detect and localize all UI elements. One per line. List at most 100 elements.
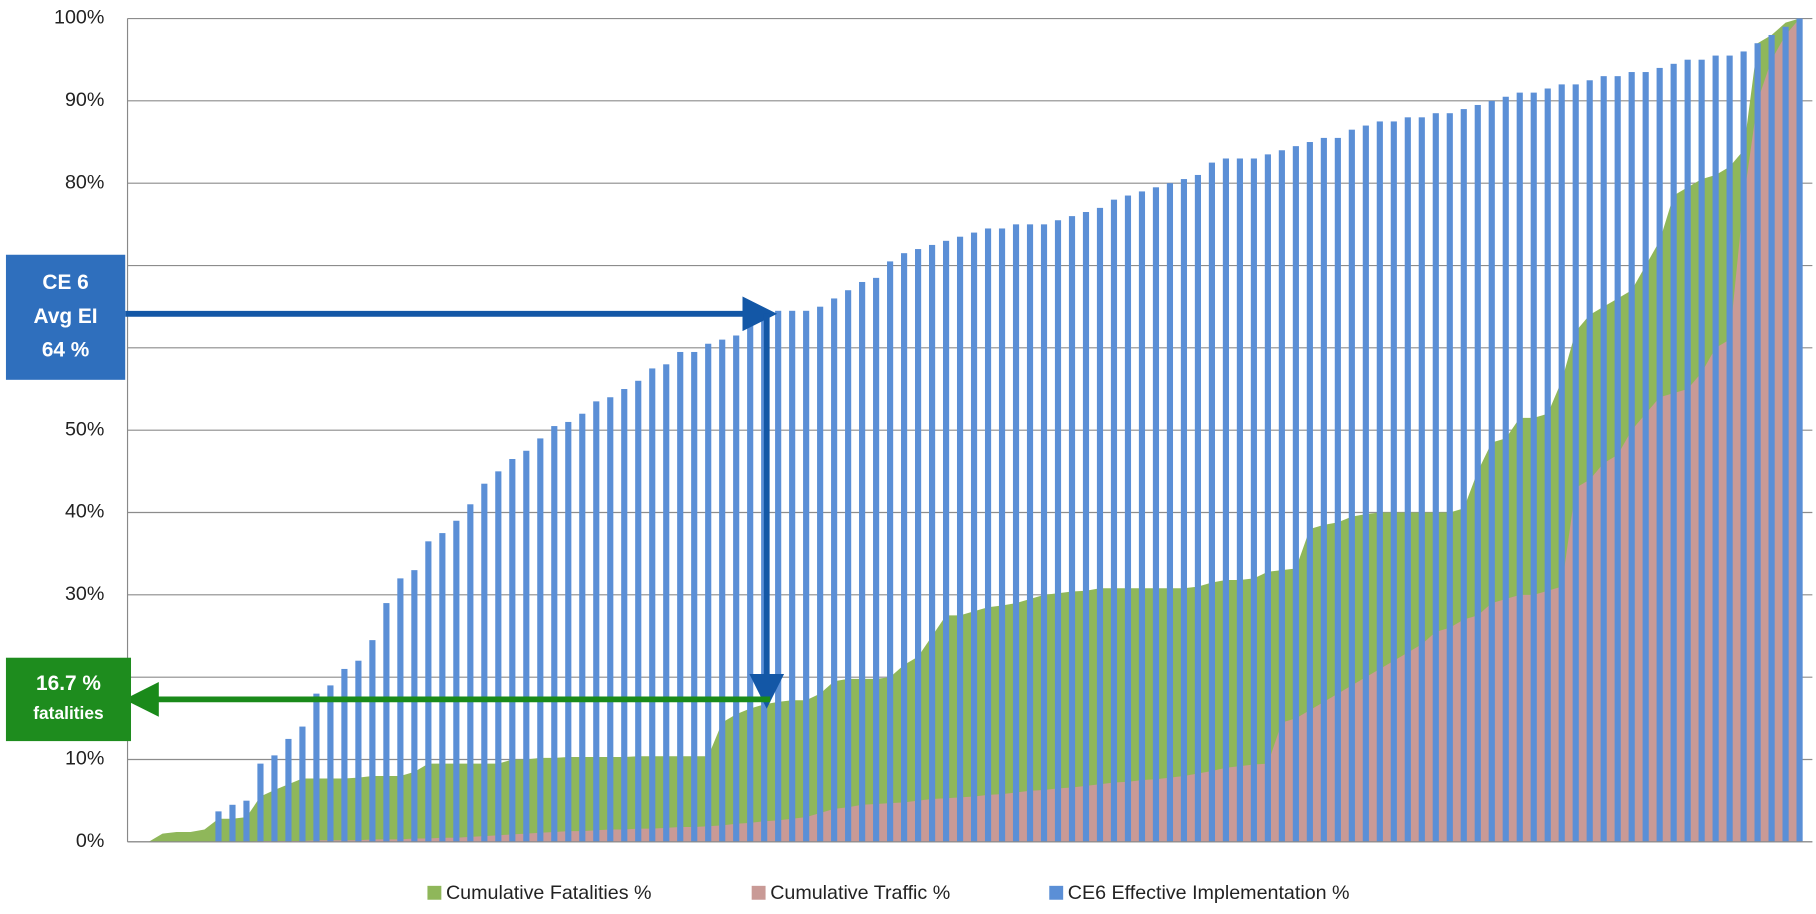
bar xyxy=(1222,158,1229,842)
bar xyxy=(327,685,334,842)
bar xyxy=(509,458,516,842)
bar xyxy=(1376,121,1383,842)
bar xyxy=(663,364,670,842)
bar xyxy=(495,471,502,842)
annotation-text: 64 % xyxy=(42,338,89,361)
legend-label: Cumulative Traffic % xyxy=(770,882,950,904)
bar xyxy=(1320,137,1327,842)
bar xyxy=(551,426,558,842)
annotation-text: CE 6 xyxy=(42,271,88,294)
y-tick-label: 0% xyxy=(76,830,104,852)
bar xyxy=(956,236,964,842)
bar xyxy=(705,343,712,842)
bar xyxy=(873,277,880,842)
bar xyxy=(1208,162,1215,842)
bar xyxy=(1502,96,1509,842)
bar xyxy=(1642,72,1649,842)
bar xyxy=(677,351,684,842)
bar xyxy=(1572,84,1579,842)
bar xyxy=(831,298,838,842)
bar xyxy=(859,281,866,842)
bar xyxy=(775,310,782,842)
annotation-text: fatalities xyxy=(33,703,103,723)
bar xyxy=(1432,113,1439,842)
bar xyxy=(1614,76,1621,842)
bar xyxy=(1110,199,1118,842)
bar xyxy=(733,335,740,842)
bar xyxy=(313,693,320,842)
bar xyxy=(1348,129,1355,842)
bar xyxy=(1362,125,1369,842)
bar xyxy=(299,726,306,842)
bar xyxy=(1516,92,1523,842)
annotations: CE 6 Avg EI 64 % 16.7 % fatalities xyxy=(5,254,785,742)
bar xyxy=(271,755,278,842)
bar xyxy=(439,533,446,842)
bar xyxy=(1418,117,1425,842)
annotation-text: 16.7 % xyxy=(36,672,101,695)
bar xyxy=(915,249,922,842)
bar xyxy=(1138,191,1146,842)
bar xyxy=(481,483,488,842)
bar xyxy=(1026,224,1034,842)
y-tick-label: 80% xyxy=(65,171,104,193)
bar xyxy=(397,578,404,842)
bar xyxy=(1698,59,1705,842)
bar xyxy=(607,397,614,842)
bar xyxy=(1460,109,1467,842)
bar xyxy=(229,804,236,842)
bar xyxy=(845,290,852,842)
plot-area xyxy=(127,18,1813,843)
bar xyxy=(565,421,572,842)
bar xyxy=(1068,216,1076,842)
y-tick-label: 90% xyxy=(65,89,104,111)
bar xyxy=(635,380,642,842)
bar xyxy=(1670,63,1677,842)
bar xyxy=(453,520,460,842)
bar xyxy=(523,450,530,842)
bar xyxy=(1096,207,1104,842)
bar xyxy=(1656,67,1663,842)
bar xyxy=(747,323,754,842)
bar xyxy=(887,261,894,842)
bar xyxy=(901,253,908,842)
bar xyxy=(1558,84,1565,842)
bar xyxy=(942,240,950,842)
bar xyxy=(1250,158,1257,842)
bar xyxy=(341,668,348,842)
bar xyxy=(1684,59,1691,842)
bar xyxy=(1054,220,1062,842)
legend: Cumulative Fatalities % Cumulative Traffi… xyxy=(427,882,1350,904)
bar xyxy=(691,351,698,842)
bar xyxy=(1292,146,1299,842)
bar xyxy=(1306,142,1313,842)
bar xyxy=(1530,92,1537,842)
bar xyxy=(1446,113,1453,842)
bar xyxy=(1166,183,1174,842)
bar xyxy=(1754,43,1761,842)
annotation-text: Avg EI xyxy=(34,305,98,328)
legend-swatch xyxy=(427,885,442,900)
bar xyxy=(970,232,978,842)
bar xyxy=(285,738,292,842)
bar xyxy=(411,570,418,842)
bar xyxy=(1264,154,1271,842)
bar xyxy=(1740,51,1747,842)
y-tick-label: 10% xyxy=(65,748,104,770)
bar xyxy=(1152,187,1160,842)
bar xyxy=(593,401,600,842)
bar xyxy=(649,368,656,842)
bar xyxy=(243,800,250,842)
bar xyxy=(1488,100,1495,842)
bar xyxy=(1544,88,1551,842)
bar xyxy=(1474,104,1481,842)
bar xyxy=(1082,212,1090,842)
bar xyxy=(369,640,376,842)
y-tick-label: 30% xyxy=(65,583,104,605)
bar xyxy=(1796,18,1803,842)
bar xyxy=(1236,158,1243,842)
bar xyxy=(803,310,810,842)
bar xyxy=(817,306,824,842)
